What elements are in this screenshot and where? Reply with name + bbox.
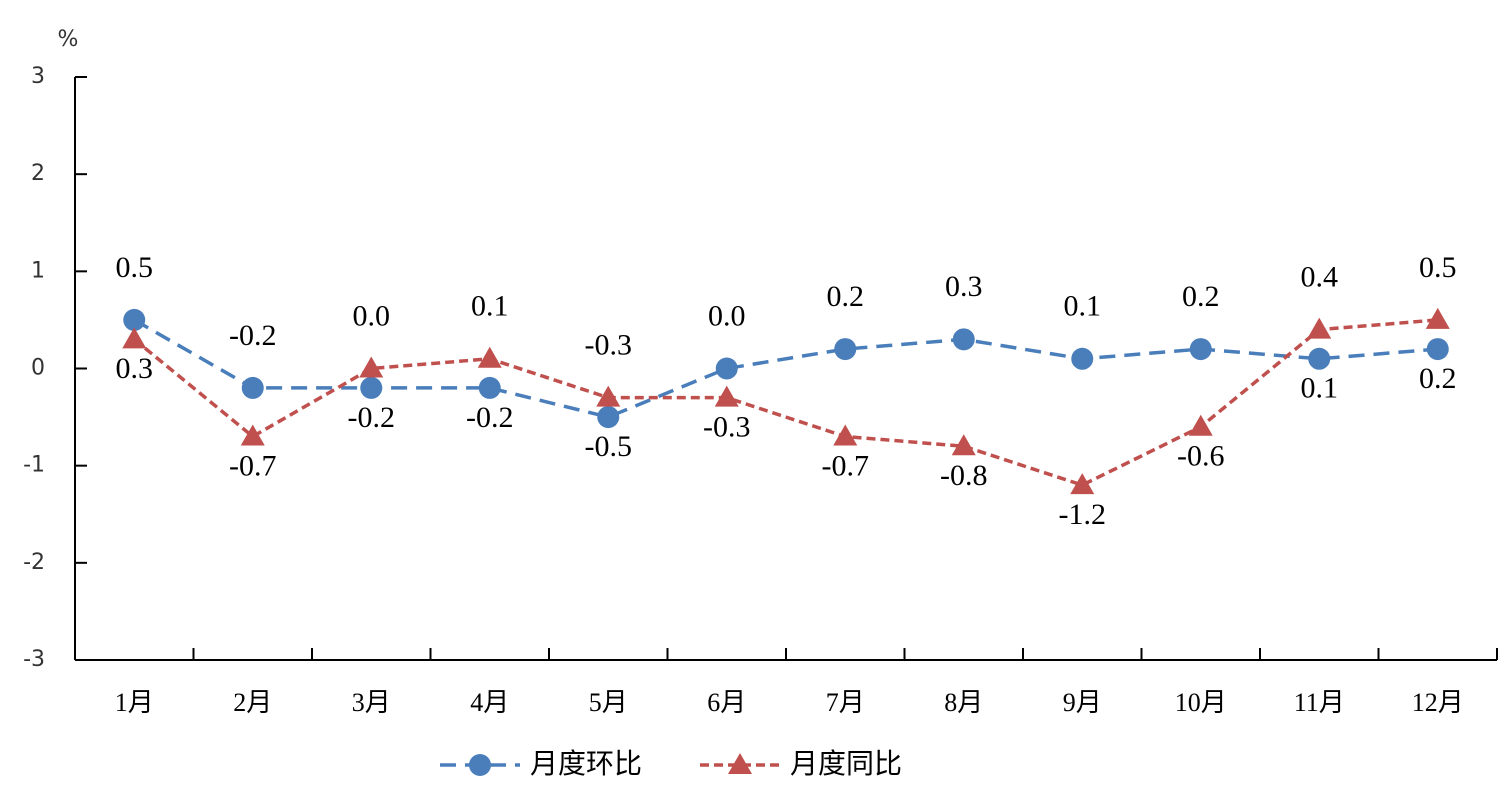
point <box>952 328 975 351</box>
value-label: 0.3 <box>116 352 154 385</box>
value-label: -0.2 <box>466 401 514 434</box>
value-label: -0.2 <box>348 401 396 434</box>
value-label: -0.2 <box>229 319 277 352</box>
x-tick-label: 5月 <box>589 688 628 717</box>
value-label: 0.2 <box>1182 280 1220 313</box>
x-tick-label: 3月 <box>352 688 391 717</box>
value-label: 0.5 <box>116 251 154 284</box>
value-label: 0.5 <box>1419 251 1457 284</box>
point <box>597 406 620 429</box>
value-label: 0.1 <box>471 290 509 323</box>
x-tick-label: 4月 <box>470 688 509 717</box>
x-tick-label: 10月 <box>1175 688 1227 717</box>
value-label: -0.5 <box>585 430 633 463</box>
value-label: 0.0 <box>708 299 746 332</box>
value-label: -1.2 <box>1059 498 1107 531</box>
point <box>834 338 857 361</box>
value-label: -0.3 <box>703 411 751 444</box>
y-tick-label: 0 <box>31 356 45 381</box>
point <box>951 434 976 456</box>
legend-label: 月度同比 <box>790 747 902 780</box>
point <box>240 424 265 446</box>
x-tick-label: 7月 <box>826 688 865 717</box>
series-line <box>133 318 1438 487</box>
value-label: 0.2 <box>1419 362 1457 395</box>
point <box>477 346 502 368</box>
value-label: 0.0 <box>353 299 391 332</box>
legend-label: 月度环比 <box>530 747 642 780</box>
point <box>122 327 147 349</box>
series-line <box>133 318 1438 419</box>
x-tick-label: 1月 <box>115 688 154 717</box>
point <box>359 356 384 378</box>
y-unit: % <box>58 27 79 52</box>
point <box>123 308 146 331</box>
value-label: -0.3 <box>585 329 633 362</box>
point <box>1189 338 1212 361</box>
y-tick-label: -2 <box>23 550 45 575</box>
legend-marker <box>469 754 491 776</box>
legend-marker <box>728 753 752 774</box>
point <box>1426 338 1449 361</box>
point <box>1188 414 1213 436</box>
value-label: 0.2 <box>827 280 865 313</box>
point <box>1425 307 1450 329</box>
x-tick-label: 11月 <box>1294 688 1345 717</box>
point <box>241 376 264 399</box>
point <box>833 424 858 446</box>
point <box>715 357 738 380</box>
y-tick-label: 2 <box>31 161 45 186</box>
value-label: -0.7 <box>229 449 277 482</box>
y-tick-label: -1 <box>23 453 45 478</box>
x-tick-label: 8月 <box>944 688 983 717</box>
x-tick-label: 6月 <box>707 688 746 717</box>
value-label: 0.4 <box>1301 261 1339 294</box>
value-label: -0.8 <box>940 459 988 492</box>
point <box>1307 317 1332 339</box>
point <box>714 385 739 407</box>
point <box>1308 347 1331 370</box>
value-label: -0.7 <box>822 449 870 482</box>
value-label: 0.1 <box>1301 372 1339 405</box>
value-label: 0.1 <box>1064 290 1102 323</box>
point <box>596 385 621 407</box>
y-tick-label: -3 <box>23 647 45 672</box>
y-tick-label: 1 <box>31 258 45 283</box>
value-label: -0.6 <box>1177 440 1225 473</box>
point <box>1071 347 1094 370</box>
point <box>478 376 501 399</box>
value-label: 0.3 <box>945 270 983 303</box>
x-tick-label: 2月 <box>233 688 272 717</box>
point <box>360 376 383 399</box>
x-tick-label: 12月 <box>1412 688 1464 717</box>
point <box>1070 473 1095 495</box>
y-tick-label: 3 <box>31 64 45 89</box>
x-tick-label: 9月 <box>1063 688 1102 717</box>
